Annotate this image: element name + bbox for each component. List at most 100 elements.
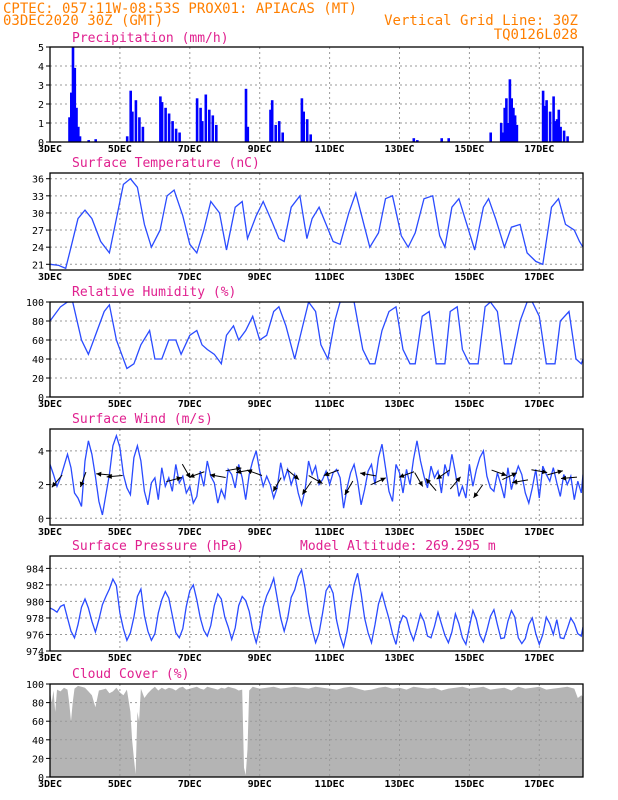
rh-xtick: 15DEC xyxy=(454,399,484,410)
wind-arrow xyxy=(181,463,191,479)
wind-xtick: 13DEC xyxy=(384,527,414,538)
wind-arrow xyxy=(286,468,300,480)
precip-bar xyxy=(171,121,174,142)
panel-humidity: Relative Humidity (%) xyxy=(72,285,236,300)
model-altitude-note: Model Altitude: 269.295 m xyxy=(300,539,496,554)
precip-bar xyxy=(178,132,181,142)
cloud-ytick: 0 xyxy=(38,773,44,784)
cloud-ytick: 40 xyxy=(32,736,44,747)
precip-xtick: 13DEC xyxy=(384,144,414,155)
wind-ytick: 2 xyxy=(38,481,44,492)
cloud-ytick: 100 xyxy=(26,680,44,691)
wind-arrow xyxy=(371,477,386,486)
precip-bar xyxy=(281,132,284,142)
precip-bar xyxy=(515,124,519,142)
rh-plot-area xyxy=(50,302,583,397)
precip-xtick: 15DEC xyxy=(454,144,484,155)
precip-bar xyxy=(131,111,134,142)
temp-ytick: 33 xyxy=(32,192,44,203)
precip-bar xyxy=(269,109,272,142)
wind-arrow xyxy=(166,476,182,483)
wind-arrow xyxy=(436,469,451,480)
cloud-plot-area xyxy=(50,684,583,777)
precip-bar xyxy=(541,90,545,142)
wind-arrow xyxy=(189,471,205,478)
pres-line xyxy=(50,568,583,650)
precip-bar xyxy=(566,136,569,142)
precip-bar xyxy=(125,136,129,142)
pres-xtick: 9DEC xyxy=(248,653,272,664)
precip-plot-area xyxy=(50,47,583,142)
precip-bar xyxy=(513,115,517,142)
pressure-title: Surface Pressure (hPa) xyxy=(72,539,244,554)
wind-arrow xyxy=(360,471,377,477)
cloud-plot: 3DEC 5DEC 7DEC 9DEC 11DEC 13DEC 15DEC 17DEC 0 20 4… xyxy=(26,680,584,790)
precip-bar xyxy=(305,119,309,142)
precip-frame xyxy=(49,46,584,143)
precipitation-title: Precipitation (mm/h) xyxy=(72,31,229,46)
cloud-xtick: 3DEC xyxy=(38,779,62,790)
rh-ytick: 80 xyxy=(32,317,44,328)
cloud-cover-title: Cloud Cover (%) xyxy=(72,667,189,682)
precip-bar xyxy=(138,117,141,142)
precip-bar xyxy=(552,96,555,142)
pres-ytick: 982 xyxy=(26,581,44,592)
wind-arrow xyxy=(502,472,518,480)
rh-ytick: 0 xyxy=(38,393,44,404)
precip-bar xyxy=(195,98,199,142)
temp-xtick: 15DEC xyxy=(454,272,484,283)
wind-arrow xyxy=(209,473,226,479)
precip-ytick: 2 xyxy=(38,100,44,111)
precip-ytick: 0 xyxy=(38,138,44,149)
precip-bar xyxy=(505,98,508,142)
rh-xtick: 5DEC xyxy=(108,399,132,410)
precip-bar xyxy=(159,96,162,142)
rh-line xyxy=(50,302,583,370)
cloud-xtick: 5DEC xyxy=(108,779,132,790)
precip-bar xyxy=(506,123,510,142)
cloud-xtick: 11DEC xyxy=(315,779,345,790)
precip-bar xyxy=(211,115,215,142)
wind-xtick: 7DEC xyxy=(178,527,202,538)
temp-xtick: 17DEC xyxy=(524,272,554,283)
wind-arrow xyxy=(344,480,354,496)
precip-bar xyxy=(300,98,304,142)
wind-arrow xyxy=(106,473,123,479)
precip-bar xyxy=(412,138,416,142)
rh-xtick: 17DEC xyxy=(524,399,554,410)
wind-arrow xyxy=(561,475,578,481)
wind-xtick: 5DEC xyxy=(108,527,132,538)
pres-ytick: 980 xyxy=(26,597,44,608)
wind-plot-area xyxy=(50,429,583,525)
rh-xtick: 11DEC xyxy=(315,399,345,410)
precip-bar xyxy=(512,107,515,142)
pres-xtick: 15DEC xyxy=(454,653,484,664)
precip-bar xyxy=(416,140,419,142)
wind-arrow xyxy=(79,471,87,488)
precip-bar xyxy=(134,100,138,142)
temp-plot: 3DEC 5DEC 7DEC 9DEC 11DEC 13DEC 15DEC 17DEC 21 24… xyxy=(32,172,584,283)
header-grid-note: Vertical Grid Line: 30Z xyxy=(384,13,578,29)
precip-bar xyxy=(208,109,211,142)
pres-ytick: 978 xyxy=(26,614,44,625)
panel-precipitation: Precipitation (mm/h) xyxy=(72,31,229,46)
wind-arrow xyxy=(531,469,548,475)
precip-bar xyxy=(562,130,566,142)
wind-arrow xyxy=(323,469,340,477)
pres-xtick: 17DEC xyxy=(524,653,554,664)
cloud-area xyxy=(50,685,583,777)
temp-ytick: 36 xyxy=(32,175,44,186)
wind-arrow xyxy=(473,484,484,499)
pres-xtick: 13DEC xyxy=(384,653,414,664)
temp-xtick: 11DEC xyxy=(315,272,345,283)
wind-arrow xyxy=(51,474,63,488)
precip-ytick: 1 xyxy=(38,119,44,130)
wind-ytick: 0 xyxy=(38,514,44,525)
rh-ytick: 20 xyxy=(32,374,44,385)
precip-bar xyxy=(73,67,77,142)
precip-bar xyxy=(309,134,312,142)
wind-line xyxy=(50,433,583,516)
precip-bar xyxy=(555,119,559,142)
wind-xtick: 11DEC xyxy=(315,527,345,538)
temp-frame xyxy=(49,172,584,271)
